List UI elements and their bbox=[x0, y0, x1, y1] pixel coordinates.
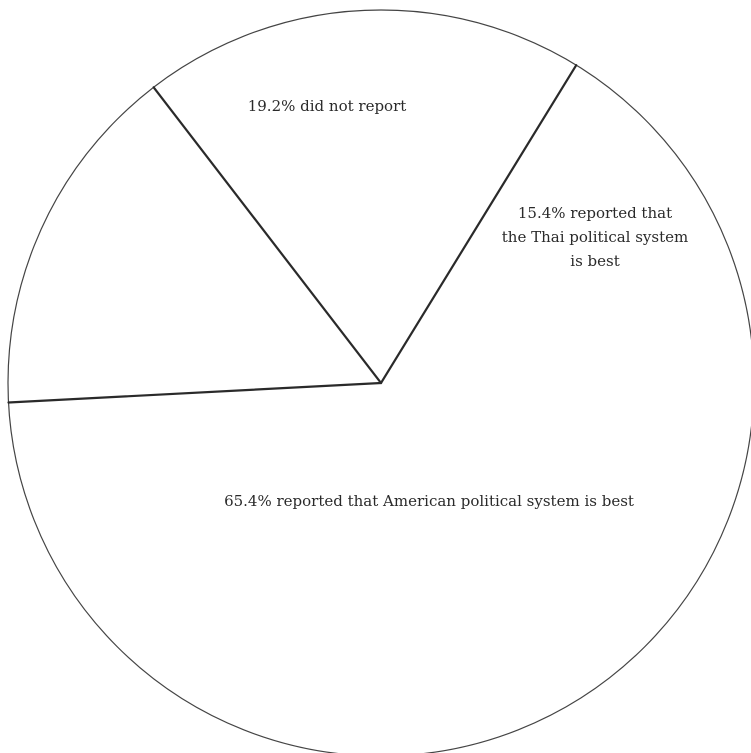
slice-label-2: 19.2% did not report bbox=[248, 97, 407, 115]
pie-slice-2 bbox=[153, 10, 577, 384]
slice-label-line: the Thai political system bbox=[502, 228, 688, 246]
slice-boundary-1 bbox=[7, 381, 383, 404]
slice-label-3: 15.4% reported that the Thai political sy… bbox=[502, 204, 688, 270]
slice-boundary-3 bbox=[152, 86, 383, 385]
slice-label-line: 19.2% did not report bbox=[248, 97, 407, 115]
slice-label-line: 65.4% reported that American political s… bbox=[224, 492, 634, 510]
slice-label-line: is best bbox=[570, 252, 619, 270]
slice-boundaries bbox=[7, 64, 578, 404]
pie-outline bbox=[7, 9, 751, 753]
pie-slice-1 bbox=[8, 65, 751, 753]
slice-label-1: 65.4% reported that American political s… bbox=[224, 492, 634, 510]
slice-boundary-2 bbox=[379, 64, 578, 385]
pie-slice-3 bbox=[7, 87, 381, 403]
slice-labels: 65.4% reported that American political s… bbox=[224, 97, 688, 510]
slice-label-line: 15.4% reported that bbox=[518, 204, 672, 222]
pie-slices bbox=[7, 10, 751, 753]
